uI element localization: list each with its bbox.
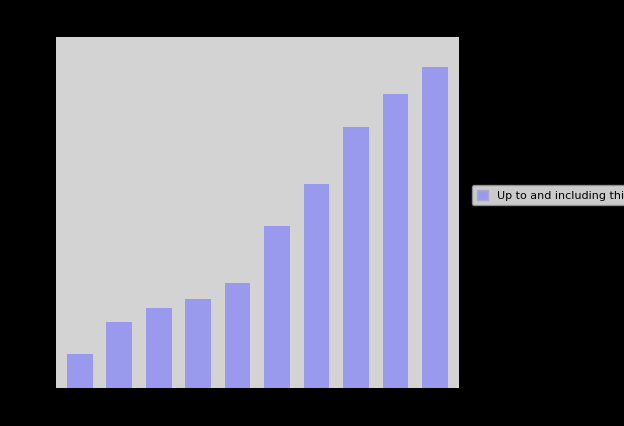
Bar	[225, 283, 250, 388]
Bar	[383, 95, 408, 388]
Bar	[343, 128, 369, 388]
Bar	[107, 322, 132, 388]
Bar	[422, 68, 448, 388]
Bar	[304, 185, 329, 388]
Bar	[185, 299, 211, 388]
Legend: Up to and including this year: Up to and including this year	[472, 186, 624, 205]
Bar	[265, 226, 290, 388]
Bar	[146, 308, 172, 388]
Bar	[67, 354, 92, 388]
